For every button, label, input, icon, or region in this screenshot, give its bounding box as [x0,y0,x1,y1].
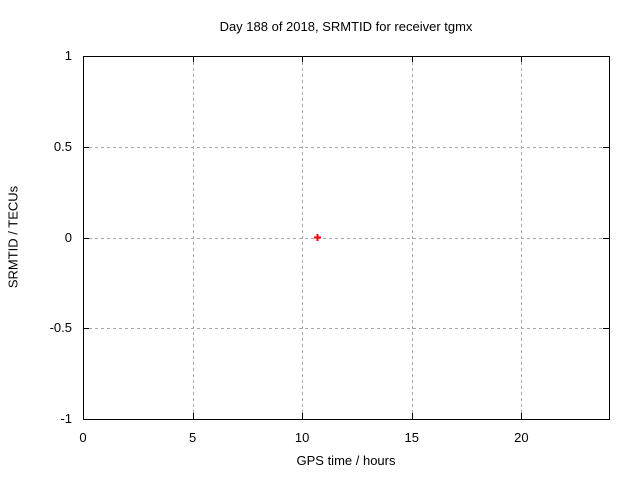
data-point-plus-marker [314,234,322,241]
y-tick-label: -1 [60,411,72,426]
y-tick-label: -0.5 [49,320,72,336]
x-tick-label: 5 [188,430,197,445]
x-tick-label: 15 [404,430,419,445]
x-axis-label: GPS time / hours [296,453,396,468]
x-tick-label: 20 [514,430,529,445]
x-tick-label: 0 [79,430,87,445]
y-tick-label: 1 [64,48,72,63]
x-tick-label: 10 [294,430,310,445]
y-tick-label: 0.5 [53,138,72,154]
y-tick-label: 0 [64,229,72,245]
chart-title: Day 188 of 2018, SRMTID for receiver tgm… [219,19,473,34]
